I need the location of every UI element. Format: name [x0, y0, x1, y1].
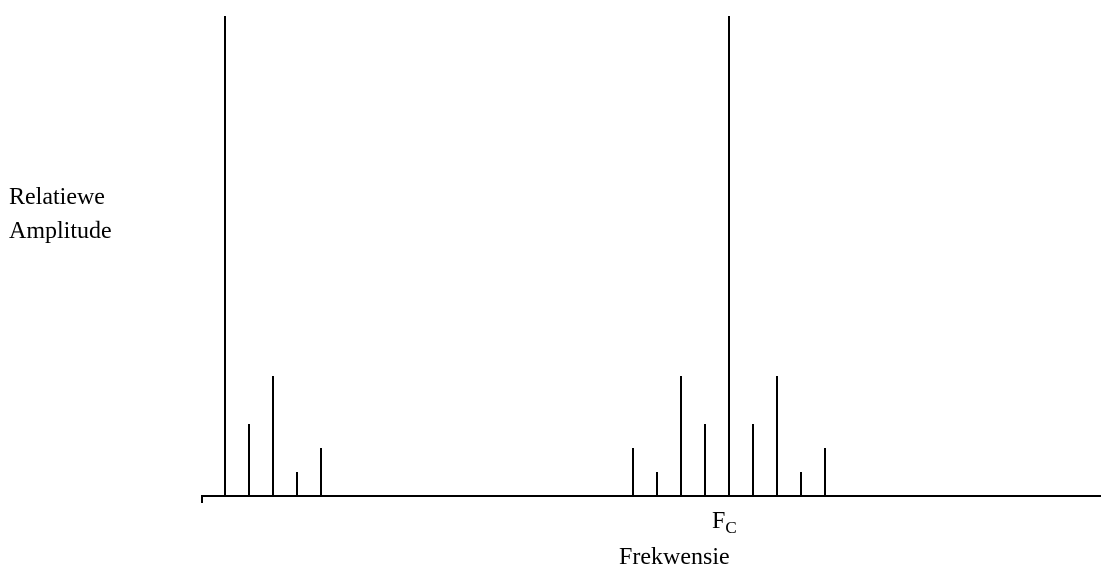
x-tick-label-fc-subscript: C	[725, 518, 737, 537]
x-tick-label-fc: FC	[712, 505, 737, 544]
x-tick-label-fc-base: F	[712, 508, 726, 534]
y-axis-label-line-2: Amplitude	[9, 218, 112, 244]
spectral-lines	[224, 16, 826, 496]
y-axis-label: Relatiewe Amplitude	[9, 180, 112, 248]
y-axis-label-line-1: Relatiewe	[9, 184, 105, 210]
x-axis-label: Frekwensie	[619, 544, 730, 570]
